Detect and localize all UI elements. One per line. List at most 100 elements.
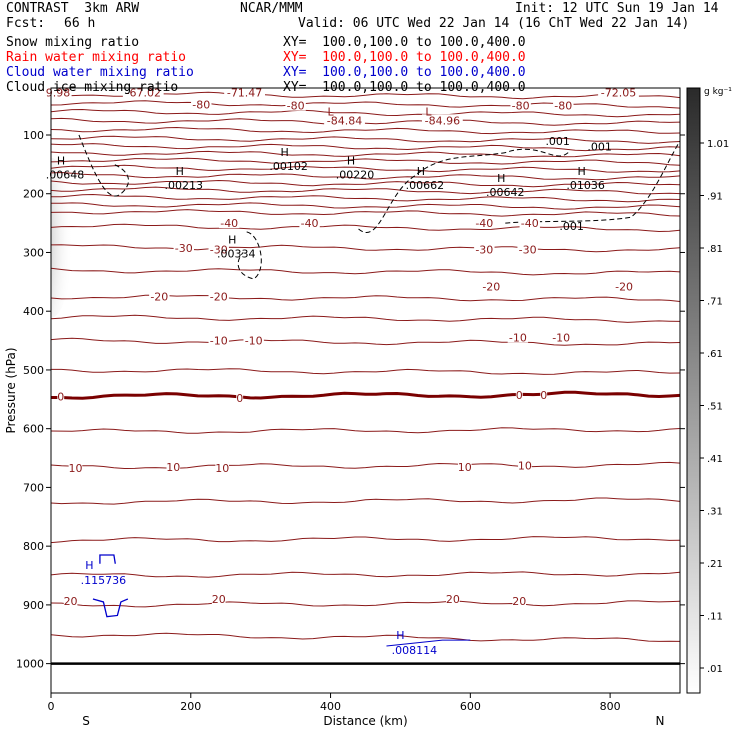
temperature-contour-line bbox=[51, 143, 680, 152]
contour-label-bg bbox=[208, 334, 229, 346]
temperature-label: -80 bbox=[512, 100, 530, 113]
south-label: S bbox=[82, 714, 90, 728]
contour-label-bg bbox=[243, 334, 264, 346]
colorbar-unit: g kg⁻¹ bbox=[704, 87, 732, 97]
north-label: N bbox=[656, 714, 665, 728]
temperature-label: -10 bbox=[245, 335, 263, 348]
cloud-ice-contour bbox=[358, 148, 569, 233]
y-tick-label: 200 bbox=[23, 188, 44, 201]
field-name-cloud-ice: Cloud ice mixing ratio bbox=[6, 80, 179, 95]
cloud-water-label: .008114 bbox=[392, 644, 438, 657]
temperature-label: -10 bbox=[509, 332, 527, 345]
temperature-label: -30 bbox=[519, 244, 537, 257]
temperature-label: 10 bbox=[166, 461, 180, 474]
contour-label-bg bbox=[517, 243, 538, 255]
temperature-contour-line bbox=[51, 244, 680, 253]
temperature-contours bbox=[51, 91, 680, 642]
contour-label-bg bbox=[474, 217, 495, 229]
snow-mixing-shading bbox=[51, 157, 73, 318]
colorbar-tick-label: .41 bbox=[707, 454, 723, 465]
contour-label-bg bbox=[553, 99, 574, 111]
temperature-label: -30 bbox=[175, 242, 193, 255]
cloud-ice-label: .00102 bbox=[269, 160, 308, 173]
temperature-contour-line bbox=[51, 157, 680, 166]
temperature-label: -40 bbox=[301, 217, 319, 230]
plot-frame bbox=[50, 87, 681, 694]
contour-label-bg bbox=[173, 241, 194, 253]
temperature-label: -80 bbox=[554, 100, 572, 113]
high-marker: H bbox=[280, 146, 288, 159]
model-title: CONTRAST 3km ARW bbox=[6, 1, 140, 16]
cloud-water-contour bbox=[386, 639, 471, 647]
temperature-label: -71.47 bbox=[227, 87, 262, 100]
field-name-rain: Rain water mixing ratio bbox=[6, 50, 187, 65]
high-marker: H bbox=[347, 154, 355, 167]
temperature-label: 20 bbox=[64, 595, 78, 608]
temperature-contour-line bbox=[51, 461, 680, 470]
temperature-label: -20 bbox=[615, 281, 633, 294]
temperature-label: 0 bbox=[236, 392, 243, 405]
field-xy-cloud-water: XY= 100.0,100.0 to 100.0,400.0 bbox=[283, 65, 526, 80]
temperature-label: 0 bbox=[540, 389, 547, 402]
temperature-contour-line bbox=[51, 179, 680, 188]
field-xy-snow: XY= 100.0,100.0 to 100.0,400.0 bbox=[283, 35, 526, 50]
contour-label-bg bbox=[166, 460, 181, 472]
contour-label-bg bbox=[540, 389, 548, 401]
temperature-label: -10 bbox=[210, 335, 228, 348]
temperature-label: 20 bbox=[212, 593, 226, 606]
colorbar-tick-label: 1.01 bbox=[707, 139, 729, 150]
cloud-ice-contour bbox=[78, 134, 129, 197]
contour-label-bg bbox=[149, 290, 170, 302]
temperature-label: -84.96 bbox=[425, 114, 460, 127]
contour-label-bg bbox=[598, 86, 639, 98]
contour-label-bg bbox=[324, 114, 365, 126]
fcst-value: 66 h bbox=[64, 16, 96, 31]
contour-label-bg bbox=[285, 99, 306, 111]
x-tick-label: 800 bbox=[600, 700, 621, 713]
cloud-ice-label: .00662 bbox=[406, 179, 445, 192]
y-tick-label: 100 bbox=[23, 129, 44, 142]
colorbar-tick-label: .31 bbox=[707, 507, 723, 518]
temperature-label: 10 bbox=[215, 462, 229, 475]
cloud-ice-label: .00213 bbox=[165, 179, 204, 192]
cloud-ice-label: .00220 bbox=[336, 168, 375, 181]
temperature-label: -40 bbox=[475, 217, 493, 230]
y-tick-label: 600 bbox=[23, 423, 44, 436]
temperature-label: 0 bbox=[516, 389, 523, 402]
contour-label-bg bbox=[44, 86, 72, 98]
temperature-label: -20 bbox=[482, 281, 500, 294]
contour-label-bg bbox=[446, 593, 460, 605]
y-tick-label: 1000 bbox=[16, 658, 44, 671]
colorbar-tick-label: .71 bbox=[707, 297, 723, 308]
x-tick-label: 200 bbox=[180, 700, 201, 713]
high-marker: H bbox=[176, 165, 184, 178]
temperature-label: 20 bbox=[446, 593, 460, 606]
temperature-contour-line bbox=[51, 497, 680, 505]
cloud-ice-label: .001 bbox=[587, 141, 612, 154]
field-name-cloud-water: Cloud water mixing ratio bbox=[6, 65, 194, 80]
temperature-contour-line bbox=[51, 135, 680, 144]
cloud-ice-label: .00642 bbox=[486, 186, 525, 199]
temperature-contour-line bbox=[51, 294, 680, 302]
temperature-contour-line bbox=[51, 108, 680, 118]
temperature-label: -10 bbox=[552, 332, 570, 345]
contour-label-bg bbox=[208, 290, 229, 302]
temperature-label: -30 bbox=[210, 244, 228, 257]
temperature-label: 10 bbox=[458, 461, 472, 474]
temperature-label: 0 bbox=[57, 390, 64, 403]
field-name-snow: Snow mixing ratio bbox=[6, 35, 140, 50]
temperature-contour-line bbox=[51, 126, 680, 135]
colorbar-tick-label: .91 bbox=[707, 192, 723, 203]
y-tick-label: 900 bbox=[23, 599, 44, 612]
temperature-contour-line bbox=[51, 202, 680, 210]
high-marker: H bbox=[417, 165, 425, 178]
y-tick-label: 500 bbox=[23, 364, 44, 377]
cloud-water-label: .115736 bbox=[81, 574, 127, 587]
high-marker: H bbox=[228, 234, 236, 247]
contour-label-bg bbox=[481, 280, 502, 292]
contour-label-bg bbox=[215, 462, 230, 474]
center-label: NCAR/MMM bbox=[240, 1, 303, 16]
temperature-label: 9.98 bbox=[46, 87, 71, 100]
colorbar-tick-label: .11 bbox=[707, 612, 723, 623]
